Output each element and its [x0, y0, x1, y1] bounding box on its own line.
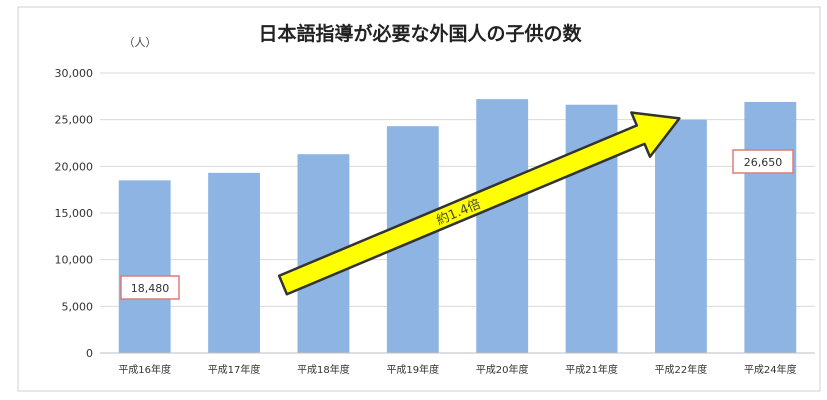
- y-tick-label: 0: [86, 347, 93, 360]
- x-tick-label: 平成17年度: [208, 363, 261, 376]
- y-tick-label: 25,000: [55, 114, 94, 127]
- bar: [744, 101, 797, 353]
- x-tick-label: 平成24年度: [744, 363, 797, 376]
- end-value-label: 26,650: [744, 156, 783, 169]
- bar: [118, 180, 171, 353]
- start-value-label: 18,480: [131, 282, 170, 295]
- y-tick-label: 5,000: [62, 300, 94, 313]
- y-tick-label: 30,000: [55, 67, 94, 80]
- x-tick-label: 平成16年度: [118, 363, 171, 376]
- bar: [476, 99, 529, 353]
- x-axis-tick-labels: 平成16年度 平成17年度 平成18年度 平成19年度 平成20年度 平成21年度 平成22…: [118, 363, 796, 376]
- end-value-box: [732, 149, 794, 174]
- end-value-callout: 26,650: [732, 149, 794, 174]
- start-value-box: [120, 275, 180, 300]
- start-value-callout: 18,480: [120, 275, 180, 300]
- x-tick-label: 平成19年度: [386, 363, 439, 376]
- x-tick-label: 平成18年度: [297, 363, 350, 376]
- y-axis-tick-labels: 0 5,000 10,000 15,000 20,000 25,000 30,000: [55, 67, 94, 360]
- x-tick-label: 平成20年度: [476, 363, 529, 376]
- unit-label: （人）: [124, 36, 157, 49]
- growth-arrow-shape: [277, 111, 681, 296]
- y-tick-label: 20,000: [55, 160, 94, 173]
- y-tick-label: 15,000: [55, 207, 94, 220]
- bar: [208, 172, 260, 353]
- x-tick-label: 平成22年度: [655, 363, 708, 376]
- bar: [655, 119, 707, 354]
- y-tick-label: 10,000: [55, 254, 94, 267]
- chart-title: 日本語指導が必要な外国人の子供の数: [258, 22, 582, 45]
- x-tick-label: 平成21年度: [565, 363, 618, 376]
